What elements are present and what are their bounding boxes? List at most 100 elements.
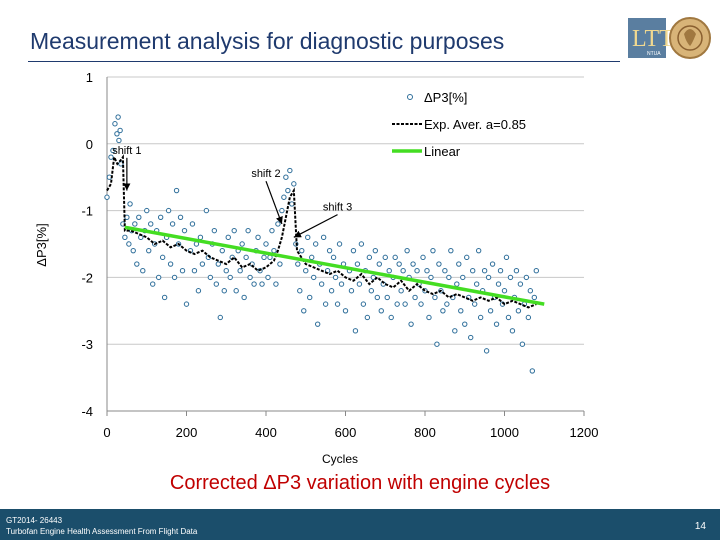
data-point bbox=[261, 254, 267, 261]
data-point bbox=[330, 254, 337, 261]
data-point bbox=[314, 321, 321, 327]
data-point bbox=[507, 274, 514, 281]
data-point bbox=[471, 301, 478, 307]
shift-annotations: shift 1 shift 2 shift 3 bbox=[112, 145, 352, 238]
data-point bbox=[432, 294, 438, 301]
data-point bbox=[285, 187, 291, 194]
data-point bbox=[489, 261, 496, 267]
data-point bbox=[189, 221, 196, 227]
data-point bbox=[110, 147, 116, 154]
data-point bbox=[127, 201, 133, 207]
data-point bbox=[115, 114, 121, 120]
data-point bbox=[352, 328, 359, 334]
data-point bbox=[473, 281, 480, 287]
x-axis-label: Cycles bbox=[322, 452, 358, 466]
chart-caption: Corrected ΔP3 variation with engine cycl… bbox=[169, 472, 551, 494]
footer-bar: GT2014- 26443 Turbofan Engine Health Ass… bbox=[0, 509, 720, 540]
data-point bbox=[155, 274, 162, 281]
legend-entry: Exp. Aver. a=0.85 bbox=[424, 117, 526, 132]
paper-id: GT2014- 26443 bbox=[6, 516, 63, 525]
data-point bbox=[378, 308, 384, 314]
annotation-label: shift 1 bbox=[112, 145, 141, 157]
chart-legend: ΔP3[%] Exp. Aver. a=0.85 Linear bbox=[392, 90, 526, 159]
data-point bbox=[483, 348, 490, 354]
exp-average-path bbox=[106, 153, 537, 309]
exp-average-line bbox=[106, 153, 537, 309]
data-point bbox=[332, 274, 339, 281]
y-tick-label: -3 bbox=[81, 337, 93, 352]
data-point bbox=[374, 294, 380, 301]
data-point bbox=[503, 254, 510, 261]
data-point bbox=[112, 121, 118, 127]
data-point bbox=[223, 268, 229, 274]
data-point bbox=[470, 268, 476, 274]
x-tick-label: 0 bbox=[103, 425, 110, 440]
data-point bbox=[241, 294, 247, 301]
svg-text:LTT: LTT bbox=[632, 26, 674, 52]
data-point bbox=[460, 274, 466, 281]
annotation-arrow bbox=[293, 214, 338, 238]
annotation-arrow bbox=[265, 180, 283, 225]
data-point bbox=[414, 268, 420, 274]
page-number: 14 bbox=[694, 521, 706, 532]
data-point bbox=[444, 301, 450, 307]
data-point bbox=[199, 261, 206, 267]
data-point bbox=[454, 281, 460, 287]
y-tick-label: 1 bbox=[86, 70, 93, 85]
data-point bbox=[440, 308, 446, 314]
x-tick-label: 400 bbox=[255, 425, 277, 440]
data-point bbox=[376, 261, 382, 267]
data-point bbox=[271, 247, 277, 254]
data-point bbox=[275, 221, 281, 227]
university-logo: LTT NTUA bbox=[626, 14, 712, 64]
paper-title: Turbofan Engine Health Assessment From F… bbox=[6, 527, 198, 536]
data-point bbox=[382, 254, 388, 261]
data-point bbox=[477, 314, 484, 321]
data-point bbox=[279, 207, 285, 214]
data-point bbox=[134, 261, 140, 267]
data-point bbox=[295, 261, 301, 267]
data-point bbox=[297, 288, 303, 294]
data-point bbox=[159, 254, 166, 261]
data-point bbox=[108, 154, 114, 160]
data-point bbox=[305, 234, 311, 241]
data-point bbox=[161, 294, 168, 301]
data-point bbox=[191, 268, 198, 274]
data-point bbox=[136, 214, 142, 220]
data-point bbox=[452, 328, 458, 334]
data-point bbox=[481, 268, 488, 274]
logo-text: NTUA bbox=[647, 51, 661, 57]
data-point bbox=[281, 194, 287, 200]
data-point bbox=[448, 247, 454, 254]
data-point bbox=[464, 254, 470, 261]
data-point bbox=[299, 247, 305, 254]
data-point bbox=[462, 321, 468, 327]
data-point bbox=[396, 261, 402, 267]
data-point bbox=[366, 254, 373, 261]
data-point bbox=[334, 301, 341, 307]
data-point bbox=[408, 321, 414, 327]
data-point bbox=[215, 261, 222, 267]
data-point bbox=[157, 214, 164, 220]
data-point bbox=[360, 301, 367, 307]
data-point bbox=[289, 201, 295, 207]
data-point bbox=[430, 247, 436, 254]
data-point bbox=[309, 254, 315, 261]
slide-title: Measurement analysis for diagnostic purp… bbox=[30, 28, 505, 54]
data-point bbox=[227, 274, 233, 281]
data-point bbox=[529, 368, 536, 374]
data-point bbox=[358, 241, 365, 247]
data-point bbox=[245, 227, 251, 234]
y-axis-label: ΔP3[%] bbox=[34, 223, 49, 266]
data-point bbox=[533, 268, 539, 274]
data-point bbox=[404, 247, 410, 254]
data-point bbox=[394, 301, 400, 307]
data-point bbox=[487, 308, 494, 314]
data-point bbox=[446, 274, 452, 281]
data-point bbox=[132, 221, 138, 227]
data-point bbox=[368, 288, 375, 294]
data-point bbox=[517, 281, 524, 287]
data-point bbox=[326, 247, 333, 254]
data-point bbox=[354, 261, 361, 267]
data-point bbox=[179, 268, 186, 274]
